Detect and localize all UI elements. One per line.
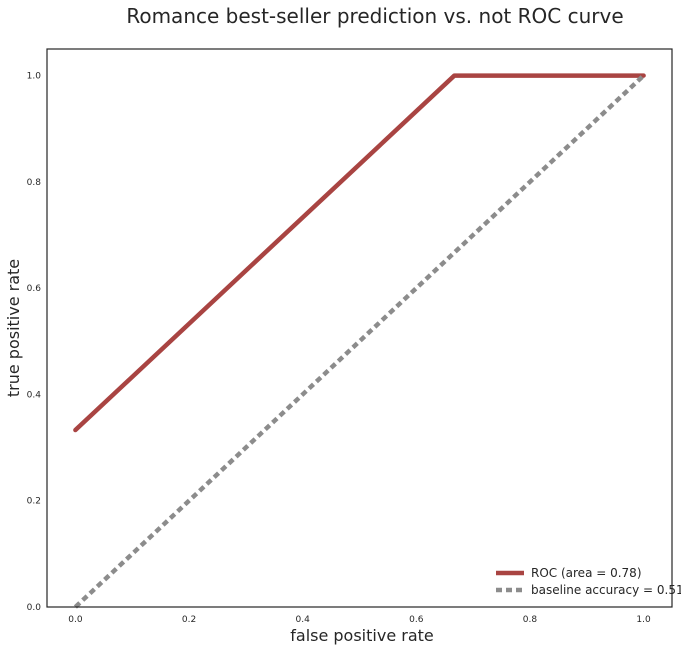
legend: ROC (area = 0.78) baseline accuracy = 0.5… [496,566,681,597]
x-tick-label: 1.0 [636,615,651,625]
legend-label: ROC (area = 0.78) [531,566,642,580]
y-tick-label: 1.0 [27,72,42,82]
chart-title: Romance best-seller prediction vs. not R… [126,4,623,28]
y-axis-ticks: 0.0 0.2 0.4 0.6 0.8 1.0 [27,72,42,613]
series-line-baseline [73,73,646,609]
y-tick-label: 0.2 [27,497,41,507]
legend-label: baseline accuracy = 0.51 [531,583,681,597]
y-tick-label: 0.8 [27,178,42,188]
x-tick-label: 0.4 [296,615,311,625]
series-line-roc [73,73,646,433]
x-tick-label: 0.2 [182,615,196,625]
y-axis-label: true positive rate [4,259,23,397]
x-tick-label: 0.0 [68,615,83,625]
y-tick-label: 0.6 [27,284,42,294]
axes-frame [46,48,673,608]
x-axis-ticks: 0.0 0.2 0.4 0.6 0.8 1.0 [68,615,651,625]
y-tick-label: 0.4 [27,390,42,400]
x-tick-label: 0.6 [409,615,424,625]
x-axis-label: false positive rate [290,626,434,645]
plot-area [73,73,646,609]
y-tick-label: 0.0 [27,603,42,613]
x-tick-label: 0.8 [523,615,538,625]
